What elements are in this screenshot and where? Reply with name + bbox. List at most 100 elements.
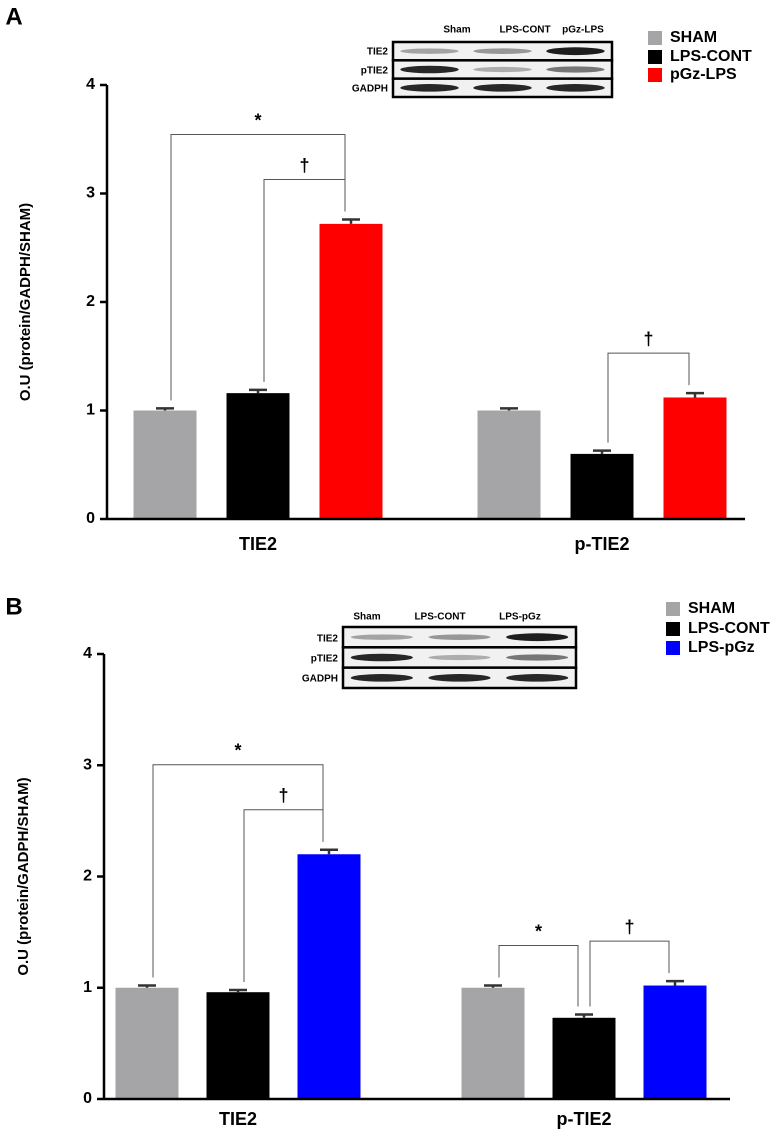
y-axis-label: O.U (protein/GADPH/SHAM) <box>15 777 32 975</box>
blot-band <box>546 47 605 56</box>
error-bar <box>249 388 267 394</box>
blot-row-label: TIE2 <box>367 47 389 58</box>
significance-label: * <box>234 741 241 761</box>
x-tick-label: TIE2 <box>239 534 277 554</box>
blot-lane-label: Sham <box>443 25 470 36</box>
y-tick-label: 0 <box>86 510 95 527</box>
blot-band <box>428 674 491 682</box>
bar <box>643 985 707 1099</box>
legend-label: pGz-LPS <box>670 66 737 83</box>
blot-band <box>473 48 532 54</box>
y-axis-label: O.U (protein/GADPH/SHAM) <box>17 203 34 401</box>
y-tick-label: 1 <box>83 979 92 996</box>
y-tick-label: 2 <box>86 293 95 310</box>
blot-band <box>428 634 491 640</box>
bar <box>226 393 290 519</box>
significance-bracket <box>170 134 346 401</box>
blot-lane-label: LPS-CONT <box>414 612 465 623</box>
error-bar <box>666 979 684 986</box>
y-tick-label: 2 <box>83 868 92 885</box>
y-tick-label: 4 <box>83 645 92 662</box>
x-tick-label: p-TIE2 <box>556 1109 611 1129</box>
bar <box>663 397 727 519</box>
blot-lane-label: LPS-pGz <box>499 612 541 623</box>
significance-bracket <box>589 940 670 1007</box>
bar <box>477 410 541 519</box>
blot-row-label: GADPH <box>302 674 338 685</box>
blot-band <box>350 674 413 682</box>
y-tick-label: 0 <box>83 1090 92 1107</box>
significance-bracket <box>498 945 579 1007</box>
blot-lane-label: pGz-LPS <box>562 25 604 36</box>
panel-letter: A <box>5 3 22 30</box>
blot-band <box>400 48 459 54</box>
panel-letter: B <box>5 593 22 620</box>
legend-swatch <box>666 641 680 655</box>
bar <box>133 410 197 519</box>
significance-label: * <box>254 110 261 130</box>
significance-label: † <box>624 917 634 937</box>
bar <box>570 453 634 519</box>
y-tick-label: 1 <box>86 402 95 419</box>
blot-band <box>473 66 532 73</box>
legend-swatch <box>666 622 680 636</box>
legend-label: LPS-pGz <box>688 639 755 656</box>
bar <box>552 1017 616 1099</box>
error-bar <box>500 407 518 411</box>
blot-band <box>506 654 569 661</box>
blot-lane-label: Sham <box>353 612 380 623</box>
significance-bracket <box>607 352 690 443</box>
error-bar <box>229 988 247 993</box>
legend-swatch <box>648 68 662 82</box>
bar <box>115 987 179 1099</box>
error-bar <box>138 984 156 988</box>
x-tick-label: p-TIE2 <box>574 534 629 554</box>
blot-row-label: GADPH <box>352 84 388 95</box>
significance-label: † <box>278 786 288 806</box>
bracket-line <box>170 134 346 401</box>
y-tick-label: 3 <box>83 756 92 773</box>
blot-band <box>400 84 459 92</box>
bar <box>297 854 361 1099</box>
blot-band <box>400 65 459 74</box>
bar <box>319 223 383 519</box>
bar <box>206 992 270 1099</box>
blot-band <box>546 66 605 73</box>
legend-label: LPS-CONT <box>688 620 770 637</box>
bracket-line <box>498 945 579 1007</box>
legend-swatch <box>648 50 662 64</box>
error-bar <box>484 984 502 988</box>
legend-swatch <box>648 31 662 45</box>
error-bar <box>593 449 611 454</box>
blot-band <box>350 653 413 662</box>
error-bar <box>575 1013 593 1018</box>
error-bar <box>156 407 174 411</box>
legend-label: SHAM <box>670 29 717 46</box>
blot-band <box>473 84 532 92</box>
blot-band <box>350 634 413 640</box>
bracket-line <box>589 940 670 1007</box>
legend-label: SHAM <box>688 600 735 617</box>
blot-row-label: pTIE2 <box>311 654 339 665</box>
error-bar <box>320 848 338 855</box>
bar <box>461 987 525 1099</box>
blot-lane-label: LPS-CONT <box>499 25 550 36</box>
legend-label: LPS-CONT <box>670 48 752 65</box>
blot-band <box>506 674 569 682</box>
blot-row-label: pTIE2 <box>361 66 389 77</box>
blot-band <box>506 633 569 642</box>
y-tick-label: 4 <box>86 76 95 93</box>
significance-label: † <box>299 155 309 175</box>
bracket-line <box>607 352 690 443</box>
blot-band <box>546 84 605 92</box>
y-tick-label: 3 <box>86 185 95 202</box>
significance-label: * <box>535 921 542 941</box>
error-bar <box>342 218 360 224</box>
legend-swatch <box>666 602 680 616</box>
error-bar <box>686 391 704 398</box>
blot-band <box>428 654 491 661</box>
bracket-line <box>152 764 324 978</box>
x-tick-label: TIE2 <box>219 1109 257 1129</box>
significance-label: † <box>643 329 653 349</box>
